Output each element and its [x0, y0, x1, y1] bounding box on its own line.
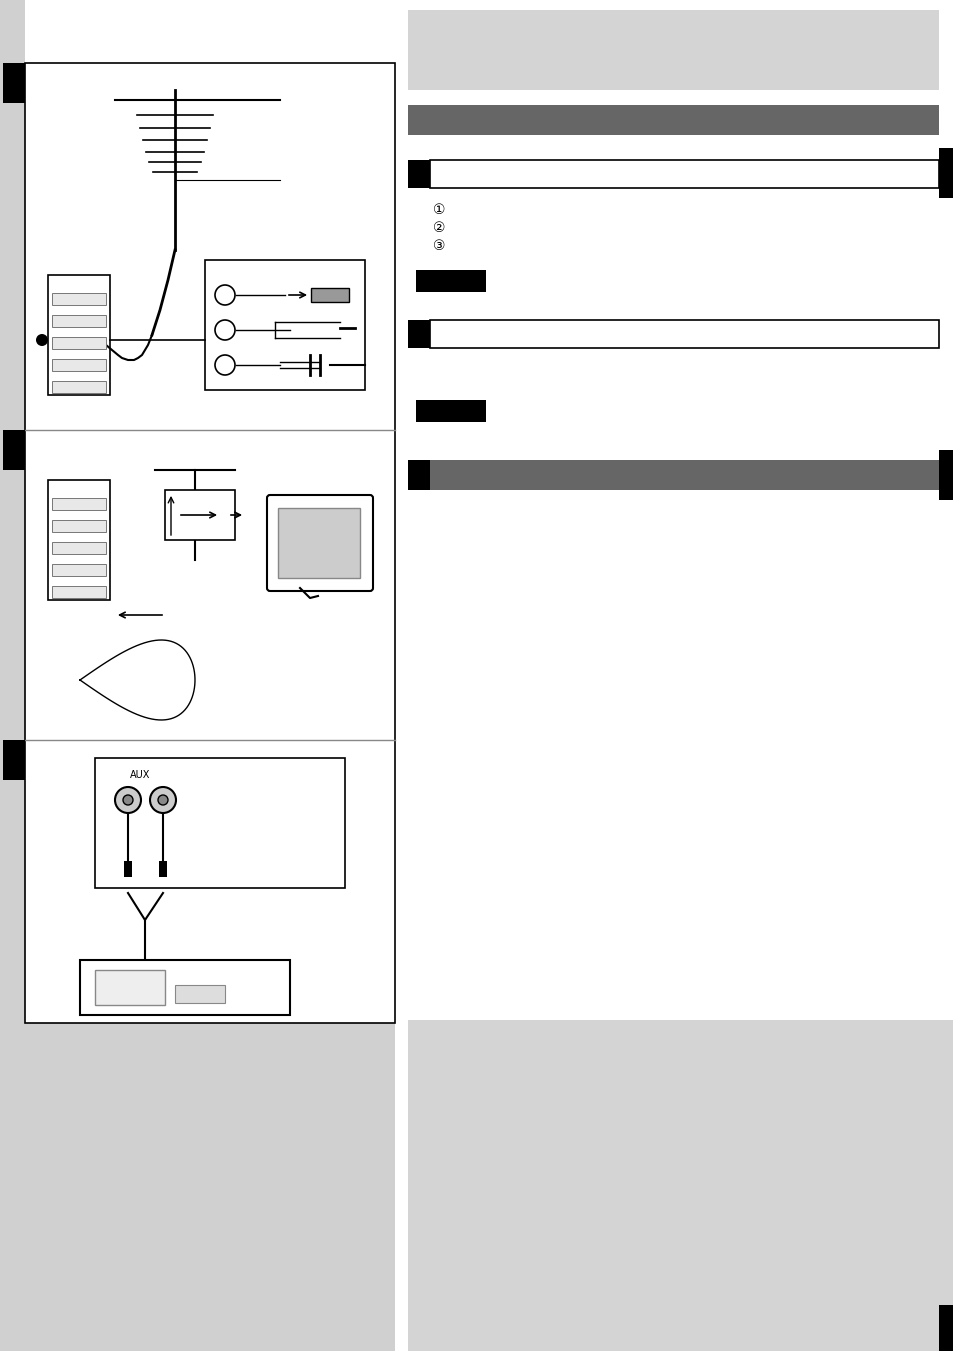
Bar [430, 320, 938, 349]
Bar [408, 9, 938, 91]
Bar [408, 459, 430, 490]
Circle shape [115, 788, 141, 813]
Bar [3, 63, 25, 103]
Bar [52, 542, 106, 554]
Bar [3, 740, 25, 780]
Circle shape [214, 355, 234, 376]
Bar [165, 490, 234, 540]
Bar [95, 970, 165, 1005]
Bar [205, 259, 365, 390]
Text: ③: ③ [433, 239, 445, 253]
Bar [52, 359, 106, 372]
Bar [277, 508, 359, 578]
Bar [25, 63, 395, 1023]
Bar [95, 758, 345, 888]
Bar [52, 499, 106, 509]
Bar [174, 985, 225, 1002]
Bar [80, 961, 290, 1015]
Bar [416, 270, 485, 292]
Bar [938, 149, 953, 199]
Bar [48, 480, 110, 600]
Bar [430, 159, 938, 188]
Bar [0, 0, 25, 1351]
Bar [408, 320, 430, 349]
Bar [159, 861, 167, 877]
Circle shape [214, 285, 234, 305]
Bar [52, 381, 106, 393]
Bar [52, 586, 106, 598]
Bar [52, 520, 106, 532]
Text: AUX: AUX [130, 770, 150, 780]
Bar [938, 450, 953, 500]
Bar [416, 400, 485, 422]
Text: ①: ① [433, 203, 445, 218]
Text: ②: ② [433, 222, 445, 235]
Bar [938, 1305, 953, 1351]
Bar [408, 159, 430, 188]
Bar [124, 861, 132, 877]
Bar [25, 1023, 395, 1351]
Circle shape [150, 788, 175, 813]
Circle shape [123, 794, 132, 805]
Bar [408, 105, 938, 135]
Bar [52, 563, 106, 576]
Bar [52, 336, 106, 349]
Bar [408, 1020, 953, 1351]
Bar [52, 315, 106, 327]
Bar [3, 430, 25, 470]
Circle shape [158, 794, 168, 805]
Circle shape [214, 320, 234, 340]
Bar [311, 288, 349, 303]
Bar [430, 459, 938, 490]
Bar [52, 293, 106, 305]
Bar [48, 276, 110, 394]
FancyBboxPatch shape [267, 494, 373, 590]
Circle shape [36, 334, 48, 346]
